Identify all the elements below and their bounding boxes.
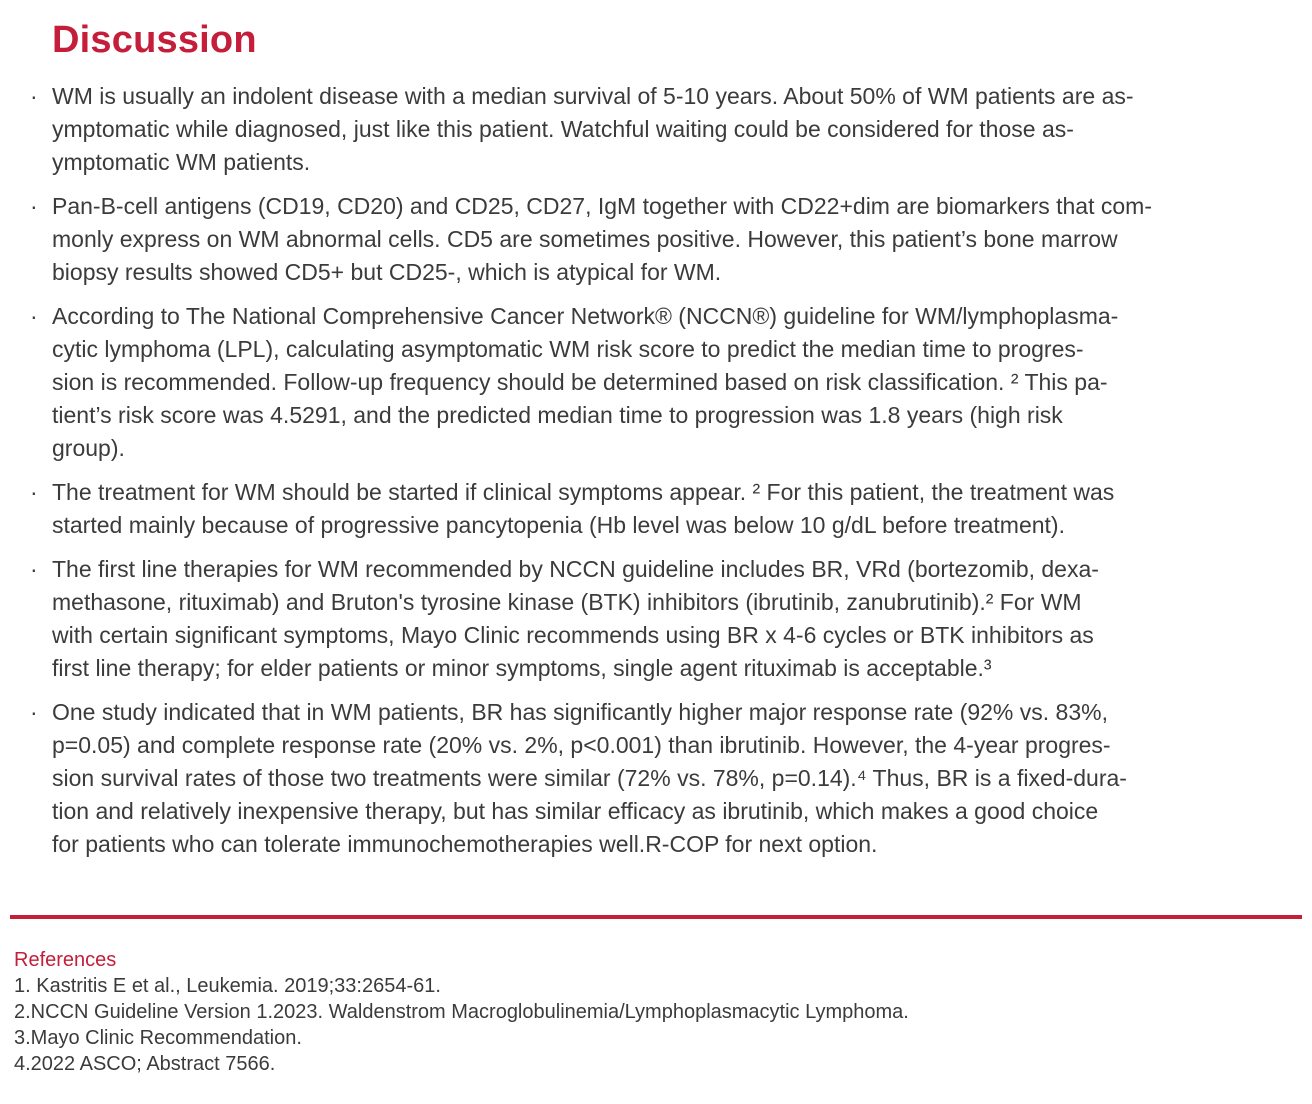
bullet-text: The treatment for WM should be started i… <box>52 479 1115 538</box>
reference-item: 1. Kastritis E et al., Leukemia. 2019;33… <box>14 975 441 997</box>
list-item: · WM is usually an indolent disease with… <box>30 80 1302 179</box>
bullet-dot: · <box>30 83 38 109</box>
references-heading: References <box>14 949 117 971</box>
discussion-bullet-list: · WM is usually an indolent disease with… <box>0 80 1312 861</box>
page-title: Discussion <box>52 19 257 61</box>
list-item: · One study indicated that in WM patient… <box>30 696 1302 861</box>
bullet-dot: · <box>30 556 38 582</box>
bullet-dot: · <box>30 479 38 505</box>
bullet-text: The first line therapies for WM recommen… <box>52 556 1099 681</box>
bullet-text: WM is usually an indolent disease with a… <box>52 83 1134 175</box>
list-item: · The treatment for WM should be started… <box>30 476 1302 542</box>
references-section: References 1. Kastritis E et al., Leukem… <box>14 947 1312 1077</box>
bullet-text: Pan-B-cell antigens (CD19, CD20) and CD2… <box>52 193 1152 285</box>
bullet-dot: · <box>30 193 38 219</box>
bullet-dot: · <box>30 699 38 725</box>
reference-item: 2.NCCN Guideline Version 1.2023. Waldens… <box>14 1001 909 1023</box>
reference-item: 3.Mayo Clinic Recommendation. <box>14 1027 302 1049</box>
reference-item: 4.2022 ASCO; Abstract 7566. <box>14 1053 276 1075</box>
section-divider-line <box>10 915 1302 919</box>
bullet-text: According to The National Comprehensive … <box>52 303 1119 461</box>
list-item: · Pan-B-cell antigens (CD19, CD20) and C… <box>30 190 1302 289</box>
bullet-dot: · <box>30 303 38 329</box>
list-item: · According to The National Comprehensiv… <box>30 300 1302 465</box>
list-item: · The first line therapies for WM recomm… <box>30 553 1302 685</box>
bullet-text: One study indicated that in WM patients,… <box>52 699 1127 857</box>
